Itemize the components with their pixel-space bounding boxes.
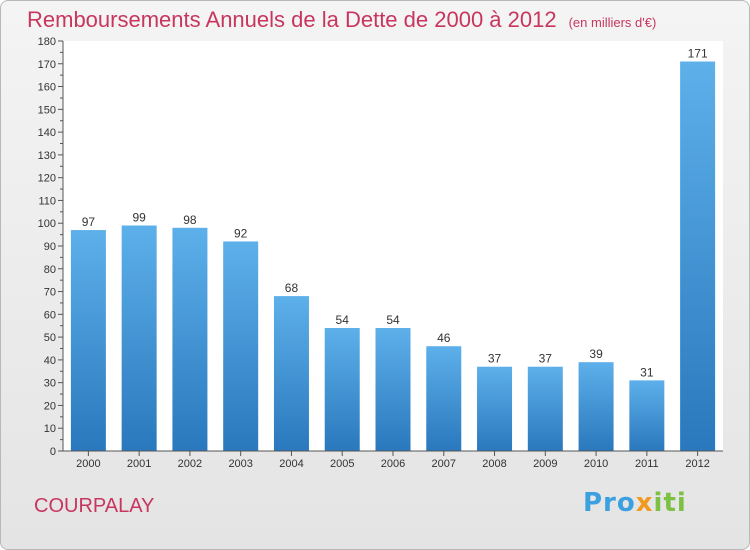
bar-value-label: 54: [386, 313, 400, 327]
bar-value-label: 37: [539, 352, 553, 366]
y-tick-label: 60: [44, 309, 56, 321]
bar: [578, 362, 614, 451]
bar-value-label: 54: [336, 313, 350, 327]
y-tick-label: 50: [44, 332, 56, 344]
x-tick-label: 2010: [584, 458, 608, 470]
bar-value-label: 99: [132, 211, 146, 225]
proxiti-logo: Proxiti: [583, 488, 687, 518]
y-tick-label: 20: [44, 400, 56, 412]
y-tick-label: 10: [44, 423, 56, 435]
bar-value-label: 39: [589, 347, 603, 361]
bar: [324, 328, 360, 451]
bar-value-label: 92: [234, 226, 248, 240]
y-tick-label: 90: [44, 241, 56, 253]
y-tick-label: 160: [38, 82, 56, 94]
y-tick-label: 40: [44, 355, 56, 367]
bar-value-label: 46: [437, 331, 451, 345]
y-tick-label: 80: [44, 264, 56, 276]
bar: [527, 366, 563, 451]
chart-title: Remboursements Annuels de la Dette de 20…: [27, 7, 657, 32]
y-tick-label: 130: [38, 150, 56, 162]
commune-name: COURPALAY: [34, 495, 155, 517]
bar: [629, 380, 665, 451]
bar: [70, 230, 106, 451]
x-tick-label: 2011: [635, 458, 659, 470]
y-tick-label: 100: [38, 218, 56, 230]
bar-value-label: 37: [488, 352, 502, 366]
y-tick-label: 30: [44, 378, 56, 390]
y-tick-label: 110: [38, 195, 56, 207]
x-tick-label: 2007: [432, 458, 456, 470]
bar: [477, 366, 513, 451]
chart-subtitle: (en milliers d'€): [568, 15, 657, 30]
x-tick-label: 2003: [228, 458, 252, 470]
bar: [223, 241, 259, 451]
y-tick-label: 70: [44, 287, 56, 299]
x-tick-label: 2004: [279, 458, 303, 470]
x-tick-label: 2001: [127, 458, 151, 470]
y-tick-label: 150: [38, 104, 56, 116]
x-tick-label: 2012: [685, 458, 709, 470]
bar-value-label: 171: [688, 47, 708, 61]
bar: [172, 227, 208, 451]
y-tick-label: 180: [38, 36, 56, 48]
bar: [121, 225, 157, 451]
bar-value-label: 98: [183, 213, 197, 227]
x-tick-label: 2002: [178, 458, 202, 470]
bar-value-label: 68: [285, 281, 299, 295]
y-tick-label: 170: [38, 59, 56, 71]
y-tick-label: 0: [50, 446, 56, 458]
bar: [680, 61, 716, 451]
bar: [375, 328, 411, 451]
bar: [426, 346, 462, 451]
x-tick-label: 2006: [381, 458, 405, 470]
bar-value-label: 31: [640, 365, 654, 379]
x-tick-label: 2005: [330, 458, 354, 470]
x-tick-label: 2008: [482, 458, 506, 470]
bar: [273, 296, 309, 451]
y-tick-label: 120: [38, 173, 56, 185]
bar-value-label: 97: [82, 215, 96, 229]
x-tick-label: 2009: [533, 458, 557, 470]
y-tick-label: 140: [38, 127, 56, 139]
x-tick-label: 2000: [76, 458, 100, 470]
